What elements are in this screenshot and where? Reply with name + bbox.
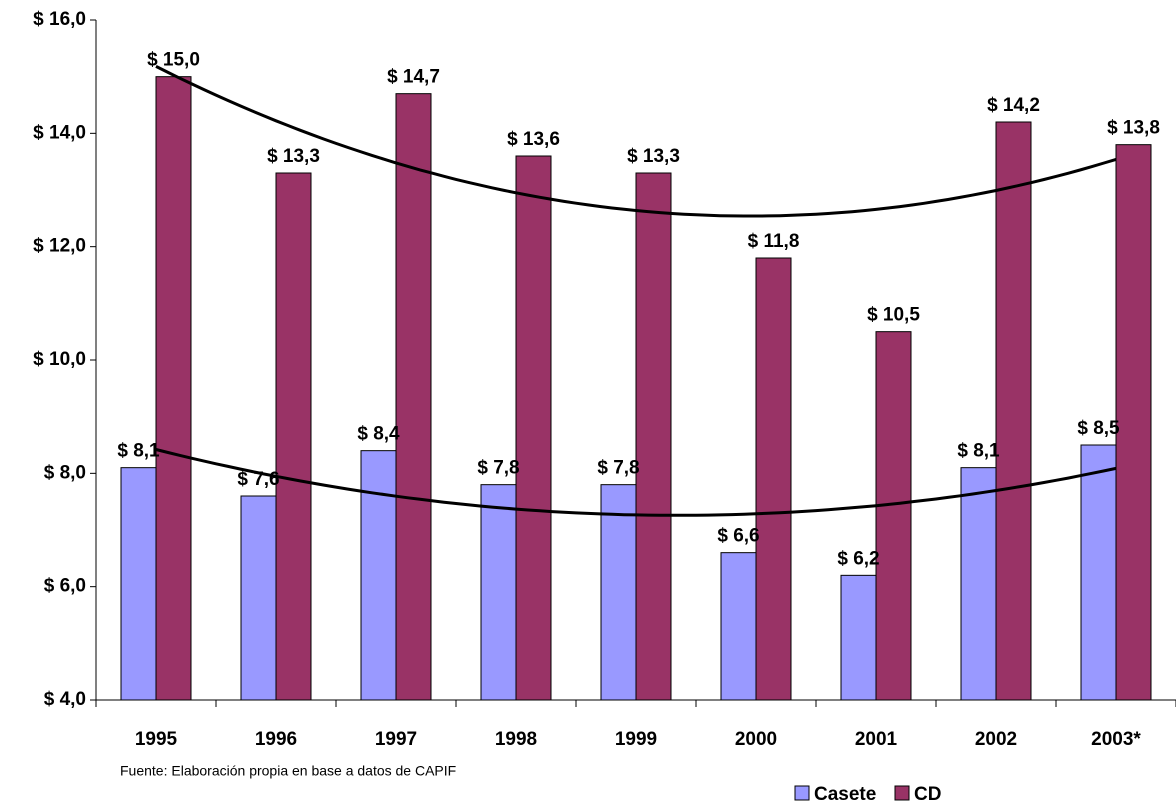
- x-tick-label: 2002: [975, 729, 1017, 750]
- value-label: $ 13,3: [627, 146, 680, 167]
- bar: [995, 121, 1032, 701]
- bar: [635, 172, 672, 701]
- value-label: $ 8,1: [957, 441, 1000, 462]
- trendline: [155, 65, 1117, 218]
- x-tick-label: 2003*: [1091, 729, 1141, 750]
- bar: [360, 450, 397, 701]
- bar: [840, 574, 877, 701]
- value-label: $ 8,5: [1077, 418, 1120, 439]
- y-tick-label: $ 14,0: [33, 122, 86, 143]
- legend-swatch: [894, 785, 910, 801]
- bar: [515, 155, 552, 701]
- value-label: $ 8,1: [117, 441, 160, 462]
- value-label: $ 11,8: [748, 231, 800, 252]
- x-tick-label: 1996: [255, 729, 297, 750]
- value-label: $ 6,6: [717, 526, 759, 547]
- value-label: $ 6,2: [837, 548, 879, 569]
- x-tick-label: 1999: [615, 729, 657, 750]
- bar: [960, 467, 997, 701]
- y-tick-label: $ 8,0: [44, 462, 86, 483]
- x-tick-label: 1998: [495, 729, 537, 750]
- trendline: [155, 448, 1117, 517]
- legend-label: Casete: [814, 784, 876, 805]
- value-label: $ 14,7: [387, 67, 440, 88]
- source-note: Fuente: Elaboración propia en base a dat…: [120, 763, 456, 779]
- value-label: $ 14,2: [987, 95, 1040, 116]
- bar: [275, 172, 312, 701]
- legend-label: CD: [914, 784, 941, 805]
- x-tick-label: 1995: [135, 729, 178, 750]
- value-label: $ 10,5: [867, 305, 920, 326]
- value-label: $ 15,0: [147, 50, 200, 71]
- value-label: $ 7,8: [477, 458, 519, 479]
- bar: [600, 484, 637, 701]
- value-label: $ 7,8: [597, 458, 639, 479]
- bar: [1080, 444, 1117, 701]
- x-tick-label: 2000: [735, 729, 777, 750]
- value-label: $ 13,8: [1107, 118, 1160, 139]
- bar: [1115, 144, 1152, 701]
- value-label: $ 7,6: [237, 469, 279, 490]
- x-tick-label: 2001: [855, 729, 898, 750]
- bar: [875, 331, 912, 701]
- value-label: $ 13,3: [267, 146, 320, 167]
- bar: [755, 257, 792, 701]
- bar: [480, 484, 517, 701]
- y-tick-label: $ 6,0: [44, 576, 86, 597]
- bar: [395, 93, 432, 701]
- x-tick-label: 1997: [375, 729, 417, 750]
- y-tick-label: $ 4,0: [44, 689, 86, 710]
- value-label: $ 13,6: [507, 129, 560, 150]
- y-tick-label: $ 10,0: [33, 349, 86, 370]
- bar: [240, 495, 277, 701]
- y-tick-label: $ 16,0: [33, 9, 86, 30]
- bar: [120, 467, 157, 701]
- legend-swatch: [794, 785, 810, 801]
- y-tick-label: $ 12,0: [33, 236, 86, 257]
- bar: [720, 552, 757, 701]
- value-label: $ 8,4: [357, 424, 400, 445]
- bar: [155, 76, 192, 701]
